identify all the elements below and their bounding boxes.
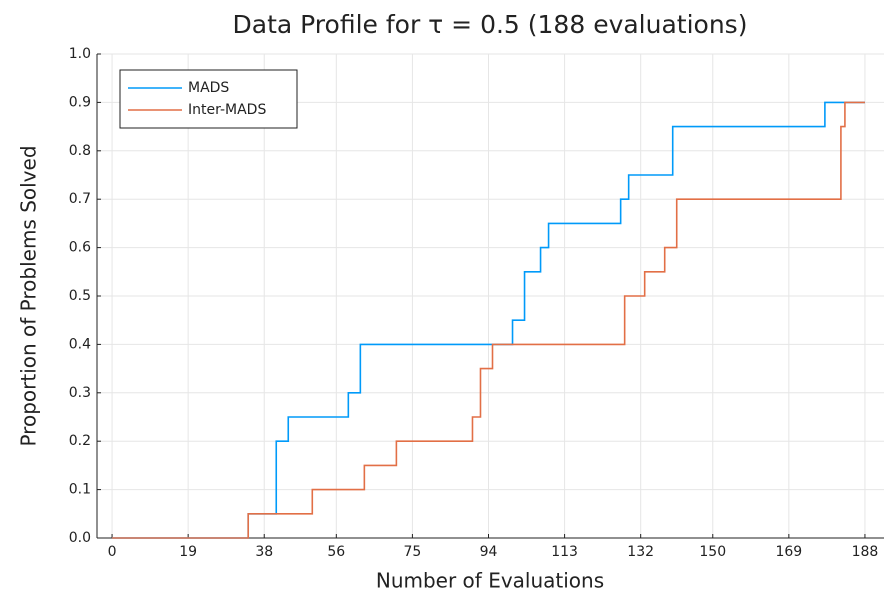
- x-tick-label: 19: [179, 544, 197, 560]
- x-tick-label: 38: [255, 544, 273, 560]
- x-tick-label: 169: [775, 544, 802, 560]
- y-tick-label: 0.1: [69, 482, 91, 498]
- legend: MADS Inter-MADS: [119, 69, 298, 129]
- y-tick-label: 0.2: [69, 433, 91, 449]
- y-tick-label: 0.8: [69, 143, 91, 159]
- x-tick-label: 132: [627, 544, 654, 560]
- x-tick-label: 113: [551, 544, 578, 560]
- x-tick-label: 188: [852, 544, 879, 560]
- x-axis-label: Number of Evaluations: [376, 569, 604, 593]
- y-tick-label: 0.5: [69, 288, 91, 304]
- series-line: [112, 101, 865, 539]
- legend-label: MADS: [188, 80, 229, 96]
- x-tick-label: 56: [327, 544, 345, 560]
- legend-box: [119, 69, 298, 129]
- x-tick-label: 75: [403, 544, 421, 560]
- y-tick-label: 0.6: [69, 240, 91, 256]
- y-tick-label: 0.9: [69, 94, 91, 110]
- y-tick-label: 0.3: [69, 385, 91, 401]
- y-tick-label: 0.7: [69, 191, 91, 207]
- x-tick-label: 0: [108, 544, 117, 560]
- y-tick-label: 0.0: [69, 530, 91, 546]
- chart-title: Data Profile for τ = 0.5 (188 evaluation…: [233, 10, 748, 39]
- y-tick-label: 0.4: [69, 336, 91, 352]
- x-tick-label: 150: [699, 544, 726, 560]
- y-tick-label: 1.0: [69, 46, 91, 62]
- x-tick-label: 94: [480, 544, 498, 560]
- series-line: [112, 101, 865, 539]
- y-axis-label: Proportion of Problems Solved: [17, 145, 41, 446]
- legend-label: Inter-MADS: [188, 102, 266, 118]
